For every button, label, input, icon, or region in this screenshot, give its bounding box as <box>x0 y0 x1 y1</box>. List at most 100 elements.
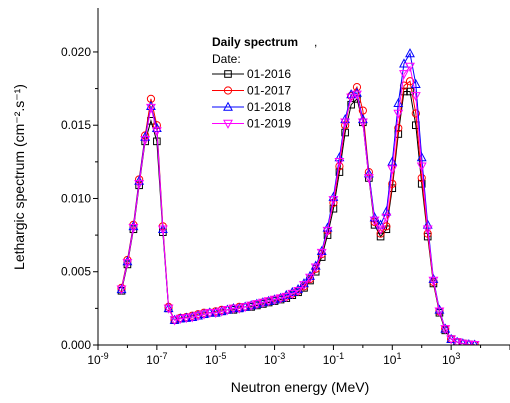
data-point <box>157 225 168 235</box>
series-01-2018 <box>116 48 481 345</box>
data-point <box>387 165 398 175</box>
data-point <box>310 260 321 270</box>
data-point <box>369 216 380 226</box>
data-point <box>299 281 309 291</box>
data-point <box>428 276 439 286</box>
data-point <box>305 270 315 280</box>
data-point <box>275 294 286 304</box>
data-point <box>452 338 463 345</box>
legend-marker <box>223 101 233 111</box>
data-point <box>410 92 421 102</box>
data-point <box>416 162 427 172</box>
legend-title-rest: , <box>314 35 317 49</box>
legend-label: 01-2017 <box>247 84 291 98</box>
data-point <box>228 304 239 314</box>
data-point <box>411 109 420 118</box>
legend-entry: 01-2016 <box>212 67 291 81</box>
data-point <box>199 310 209 320</box>
data-point <box>434 307 445 317</box>
data-point <box>346 93 357 103</box>
data-point <box>388 179 397 188</box>
legend: Daily spectrum , Date: 01-2016 01-2017 01-… <box>212 35 317 131</box>
data-point <box>405 62 415 72</box>
x-axis-title: Neutron energy (MeV) <box>231 379 370 395</box>
legend-subtitle: Date: <box>212 52 241 66</box>
x-tick-label: 10-7 <box>146 351 167 367</box>
data-point <box>422 225 433 235</box>
data-point <box>151 127 162 137</box>
x-tick-label: 103 <box>442 351 460 367</box>
data-point <box>417 173 426 183</box>
data-point <box>334 158 345 168</box>
data-point <box>140 136 151 146</box>
legend-label: 01-2018 <box>247 100 291 114</box>
data-point <box>181 314 192 324</box>
legend-entry: 01-2019 <box>212 117 291 131</box>
y-tick-label: 0.015 <box>61 118 91 132</box>
series-line <box>121 52 481 345</box>
x-tick-label: 10-1 <box>323 351 344 367</box>
data-point <box>328 196 339 206</box>
data-point <box>204 308 215 319</box>
legend-marker <box>223 119 233 129</box>
data-point <box>405 77 415 86</box>
legend-entry: 01-2017 <box>212 84 291 98</box>
data-point <box>287 289 298 300</box>
data-point <box>222 306 233 316</box>
data-point <box>434 304 445 314</box>
data-point <box>193 311 203 322</box>
data-point <box>406 87 414 96</box>
data-point <box>375 225 386 235</box>
data-point <box>310 263 321 273</box>
data-point <box>381 213 392 223</box>
data-point <box>281 292 292 303</box>
data-point <box>469 341 480 345</box>
data-point <box>134 180 145 190</box>
series-01-2019 <box>116 62 481 345</box>
x-tick-label: 10-5 <box>205 351 226 367</box>
y-tick-label: 0.005 <box>61 265 91 279</box>
data-point <box>257 298 268 308</box>
data-point <box>169 316 180 326</box>
data-point <box>394 124 403 133</box>
series-line <box>121 65 481 345</box>
x-tick-label: 10-9 <box>87 351 108 367</box>
data-point <box>146 103 156 113</box>
data-point <box>246 301 257 311</box>
legend-marker <box>224 70 232 78</box>
x-tick-label: 101 <box>383 351 401 367</box>
y-tick-label: 0.010 <box>61 191 91 205</box>
data-point <box>457 339 468 345</box>
data-point <box>399 70 409 80</box>
data-point <box>357 118 368 128</box>
data-point <box>363 174 374 184</box>
data-point <box>234 304 245 314</box>
data-point <box>216 307 227 317</box>
data-point <box>340 118 351 128</box>
data-point <box>163 304 174 314</box>
data-point <box>251 300 262 310</box>
data-point <box>316 245 327 256</box>
legend-label: 01-2019 <box>247 117 291 131</box>
legend-label: 01-2016 <box>247 67 291 81</box>
y-tick-label: 0.020 <box>61 45 91 59</box>
legend-title-bold: Daily spectrum <box>212 35 298 49</box>
data-point <box>352 90 362 100</box>
data-point <box>240 303 251 313</box>
data-point <box>305 273 315 283</box>
data-point <box>263 297 274 307</box>
data-point <box>210 308 221 319</box>
data-point <box>322 226 333 237</box>
legend-marker <box>223 86 233 95</box>
data-point <box>393 109 404 119</box>
x-tick-label: 10-3 <box>264 351 285 367</box>
data-point <box>329 204 338 213</box>
data-point <box>440 325 451 335</box>
data-point <box>116 285 127 295</box>
data-point <box>187 313 198 323</box>
data-point <box>122 259 133 269</box>
data-point <box>269 295 280 305</box>
data-point <box>175 314 186 324</box>
data-point <box>128 223 139 234</box>
